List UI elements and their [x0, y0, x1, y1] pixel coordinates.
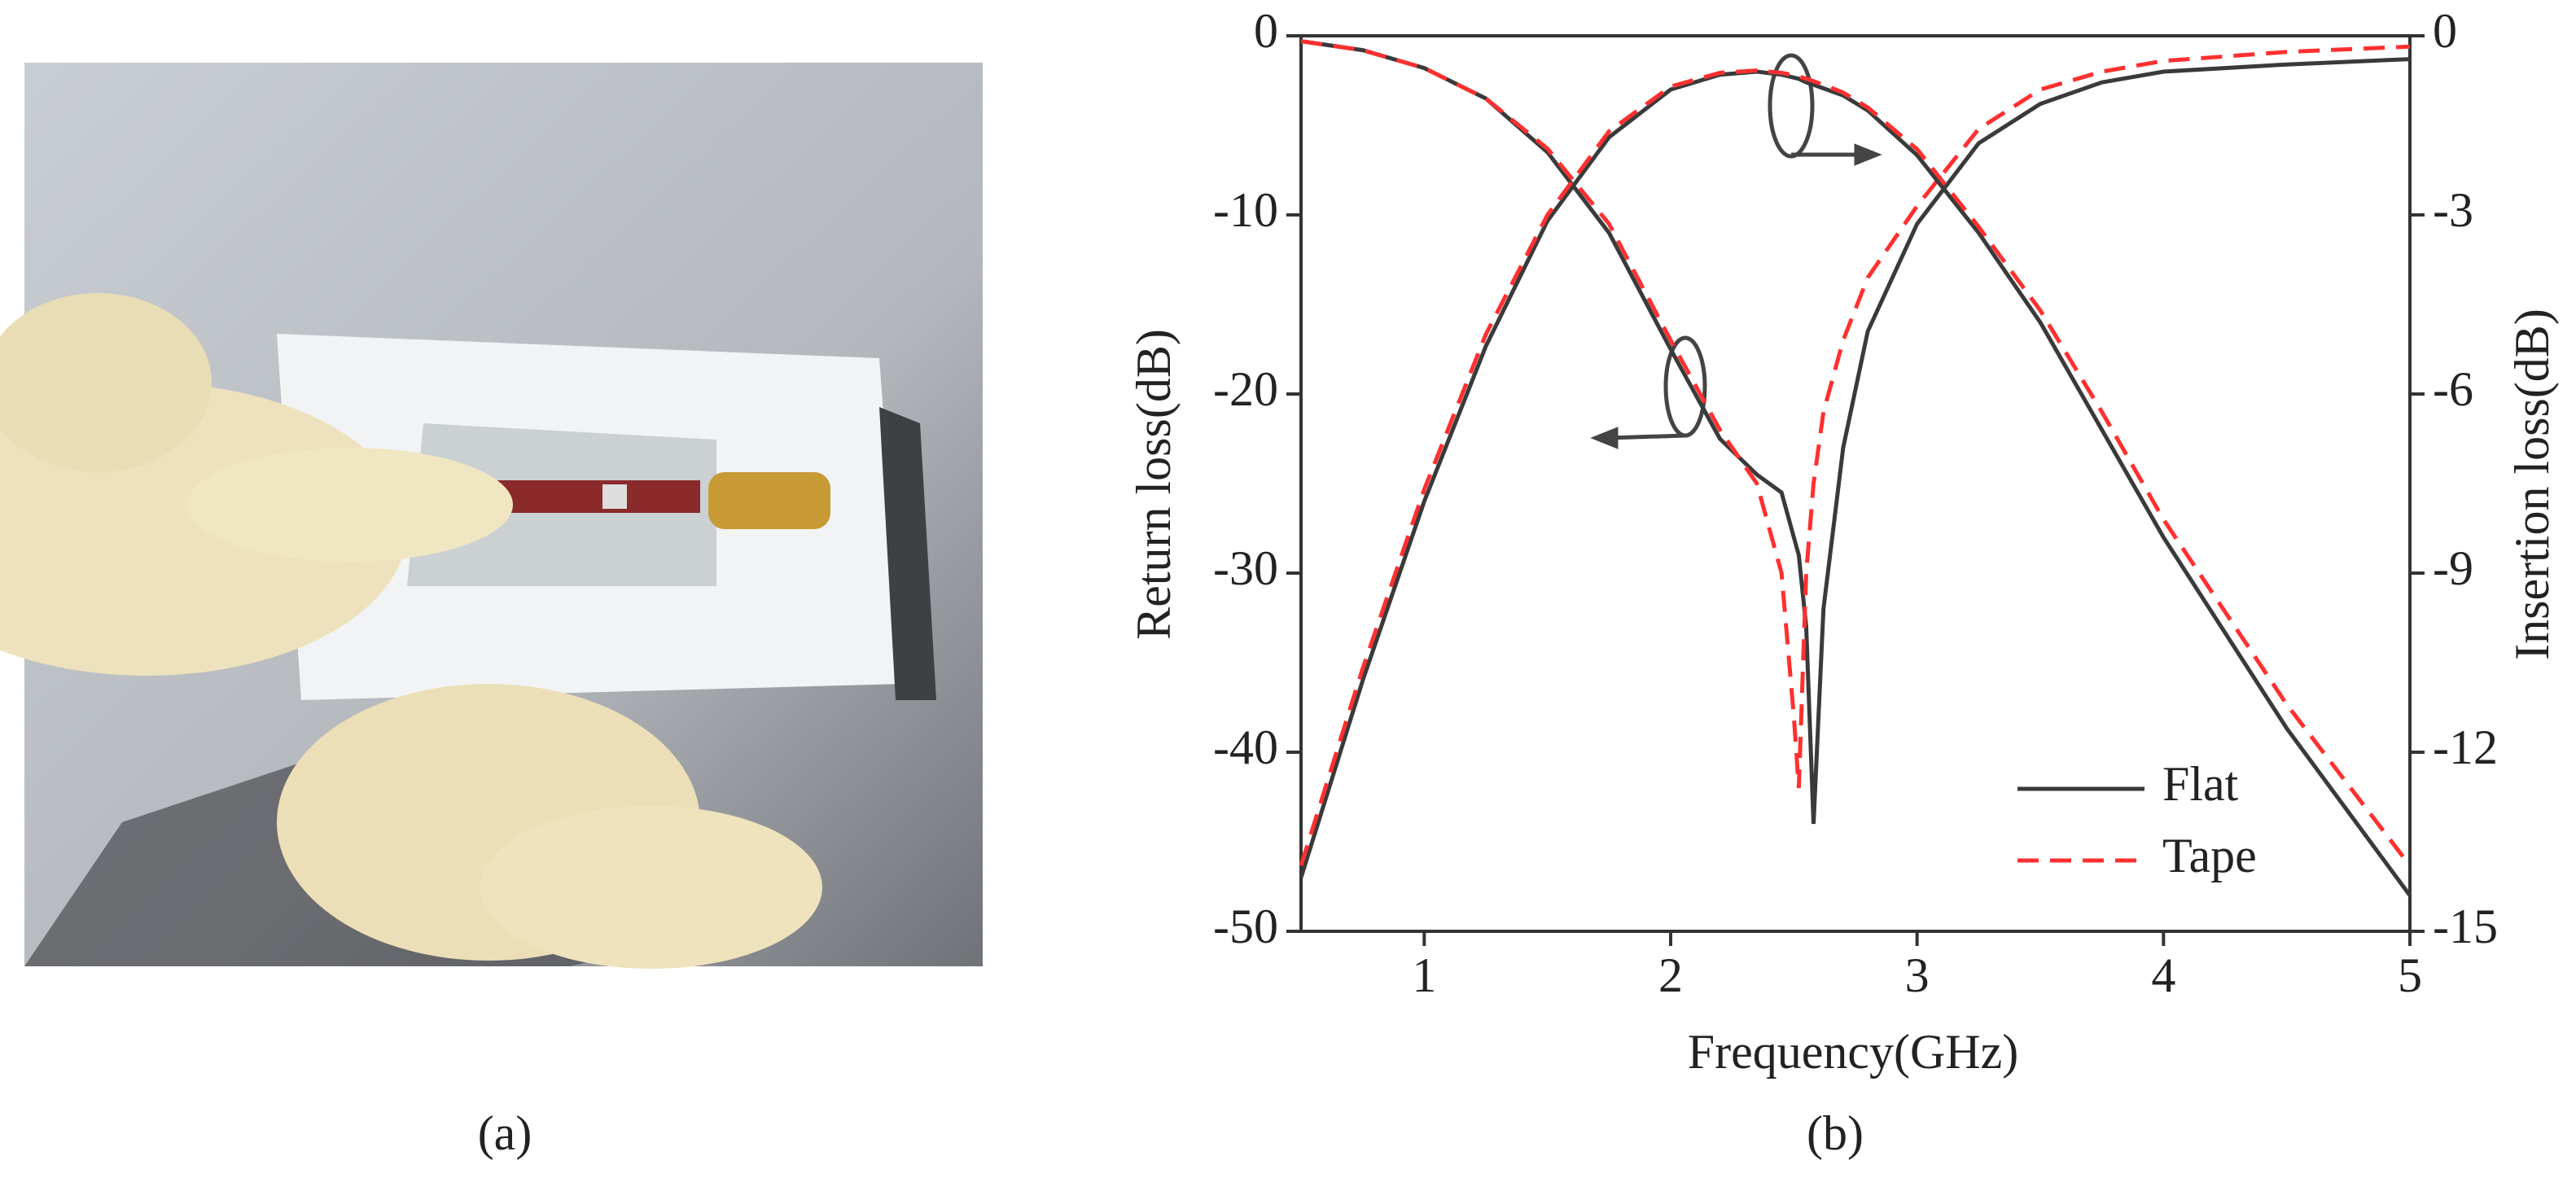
series-line: [1300, 39, 2411, 789]
y2-tick-label: 0: [2433, 4, 2457, 58]
y2-tick-label: -9: [2433, 541, 2473, 595]
y-tick-label: -50: [1213, 900, 1278, 953]
y-tick-label: 0: [1254, 4, 1278, 58]
y-axis-label: Return loss(dB): [1127, 329, 1181, 640]
photo: [0, 63, 983, 969]
annotations: [1590, 53, 1882, 449]
y-tick-label: -20: [1213, 362, 1278, 416]
caption: (a): [478, 1106, 532, 1160]
series-line: [1300, 39, 2411, 825]
y2-tick-label: -3: [2433, 183, 2473, 237]
y2-tick-label: -6: [2433, 362, 2473, 416]
x-axis-label: Frequency(GHz): [1688, 1025, 2019, 1079]
x-tick-label: 1: [1412, 948, 1436, 1002]
series-line: [1299, 68, 2412, 867]
y2-axis-label: Insertion loss(dB): [2505, 309, 2559, 660]
plot-frame: [1299, 34, 2412, 933]
y-tick-label: -30: [1213, 541, 1278, 595]
y2-tick-label: -12: [2433, 720, 2498, 774]
legend-label: Tape: [2162, 829, 2257, 882]
y-tick-label: -10: [1213, 183, 1278, 237]
y-tick-label: -40: [1213, 720, 1278, 774]
legend-label: Flat: [2162, 757, 2239, 811]
x-tick-label: 3: [1905, 948, 1930, 1002]
x-tick-label: 4: [2151, 948, 2175, 1002]
caption: (b): [1807, 1106, 1864, 1160]
x-tick-label: 5: [2398, 948, 2422, 1002]
series-line: [1299, 69, 2412, 897]
x-tick-label: 2: [1658, 948, 1683, 1002]
y2-tick-label: -15: [2433, 900, 2498, 953]
